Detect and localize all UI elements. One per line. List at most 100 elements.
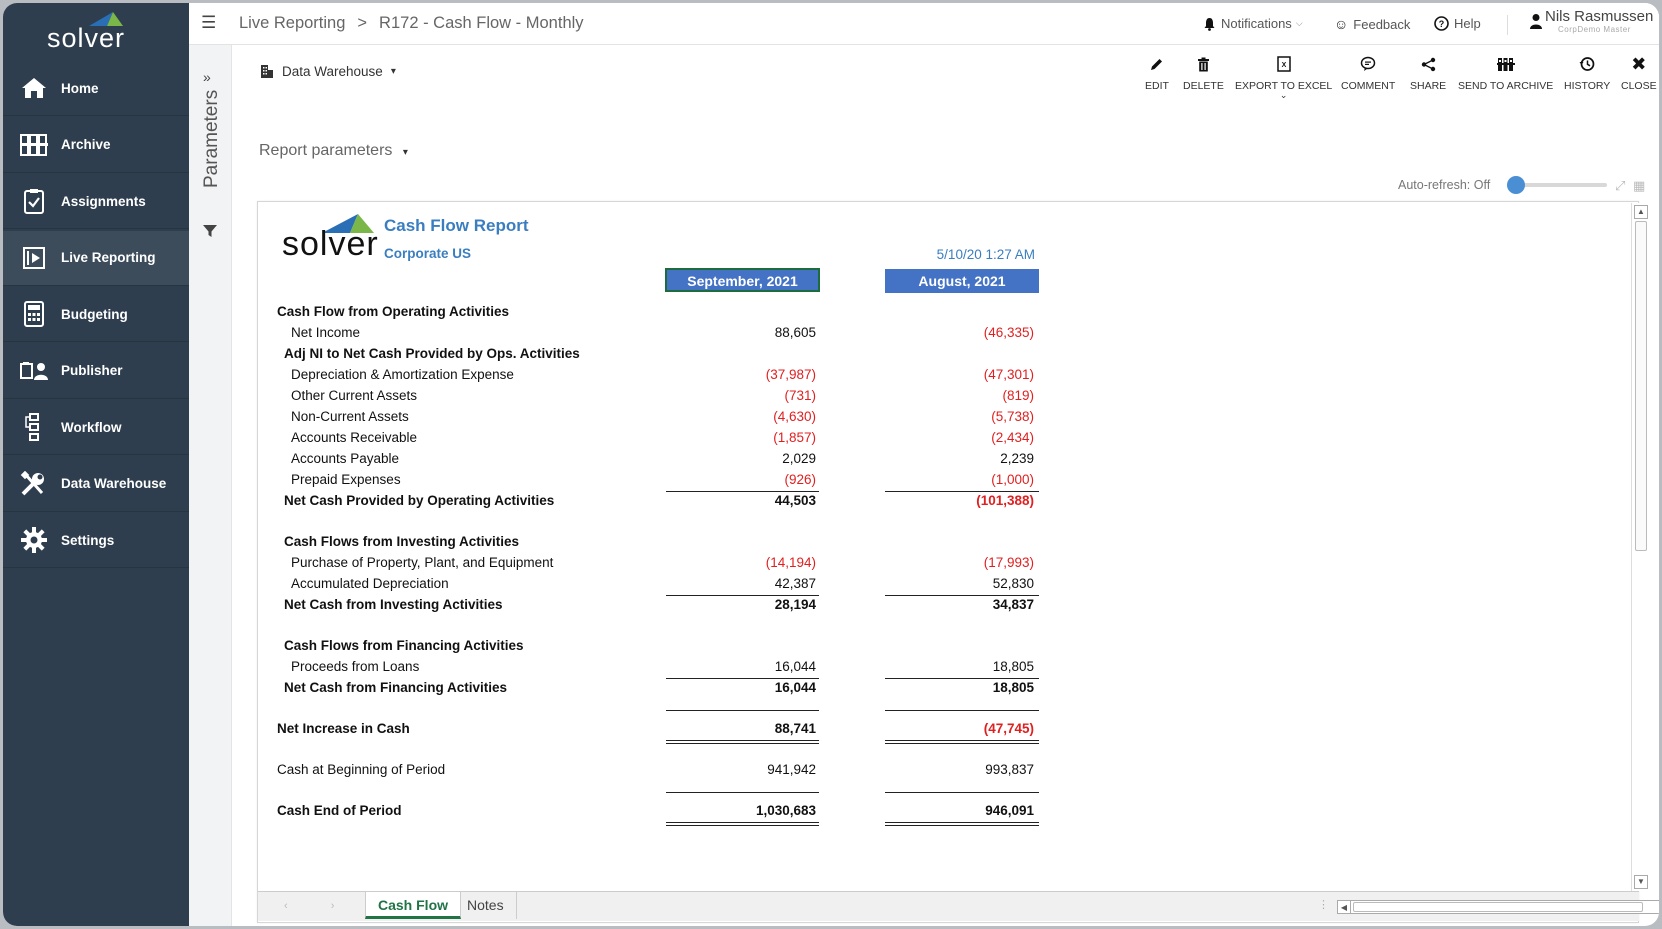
row-label[interactable]: Prepaid Expenses [291,472,401,487]
filter-icon[interactable] [202,223,218,239]
scroll-left-icon[interactable]: ◀ [1337,900,1351,914]
scroll-thumb[interactable] [1353,902,1643,912]
row-label[interactable]: Cash Flows from Investing Activities [284,534,520,549]
value-cell[interactable]: (37,987) [765,367,816,382]
row-label[interactable]: Cash Flow from Operating Activities [277,304,510,319]
value-cell[interactable]: (46,335) [983,325,1034,340]
row-label[interactable]: Net Cash from Investing Activities [284,597,503,612]
sidebar-item-publisher[interactable]: Publisher [3,344,189,399]
value-cell[interactable]: (47,745) [983,721,1034,736]
column-header-august[interactable]: August, 2021 [885,269,1039,293]
row-label[interactable]: Net Cash from Financing Activities [284,680,508,695]
horizontal-scrollbar[interactable]: ◀ ▶ [1337,900,1659,914]
comment-button[interactable]: COMMENT [1341,53,1395,92]
notifications-button[interactable]: Notifications ⌵ [1203,16,1303,31]
row-label[interactable]: Net Increase in Cash [277,721,410,736]
value-cell[interactable]: 993,837 [985,762,1034,777]
value-cell[interactable]: (926) [784,472,816,487]
scroll-up-icon[interactable]: ▲ [1634,205,1648,219]
value-cell[interactable]: 18,805 [992,659,1034,674]
value-cell[interactable]: 941,942 [767,762,816,777]
row-label[interactable]: Accounts Payable [291,451,400,466]
sheet-tab-cash-flow[interactable]: Cash Flow [365,892,462,919]
sidebar-item-data-warehouse[interactable]: Data Warehouse [3,457,189,512]
sidebar-item-home[interactable]: Home [3,61,189,116]
breadcrumb-root[interactable]: Live Reporting [239,14,346,32]
scroll-down-icon[interactable]: ▼ [1634,875,1648,889]
sheet-nav-arrows[interactable]: ‹ › [284,900,355,912]
value-cell[interactable]: (819) [1002,388,1034,403]
history-button[interactable]: HISTORY [1564,53,1610,92]
sidebar-item-workflow[interactable]: Workflow [3,400,189,455]
data-source-dropdown[interactable]: Data Warehouse ▾ [260,64,396,79]
value-cell[interactable]: 28,194 [774,597,816,612]
toggle-knob[interactable] [1507,176,1525,194]
value-cell[interactable]: (14,194) [765,555,816,570]
value-cell[interactable]: (5,738) [991,409,1034,424]
value-cell[interactable]: 1,030,683 [755,803,816,818]
value-cell[interactable]: 88,605 [774,325,816,340]
splitter-handle[interactable]: ⋮ [1318,899,1329,911]
vertical-scrollbar[interactable]: ▲ ▼ [1631,203,1649,891]
export-to-excel-button[interactable]: X EXPORT TO EXCEL ⌄ [1235,53,1332,101]
sidebar-item-live-reporting[interactable]: Live Reporting [3,230,189,286]
row-label[interactable]: Non-Current Assets [291,409,409,424]
share-button[interactable]: SHARE [1410,53,1446,92]
delete-button[interactable]: DELETE [1183,53,1224,92]
value-cell[interactable]: 2,029 [782,451,816,466]
row-label[interactable]: Accumulated Depreciation [291,576,449,591]
row-label[interactable]: Accounts Receivable [291,430,418,445]
edit-button[interactable]: EDIT [1145,53,1169,92]
sidebar-item-archive[interactable]: Archive [3,118,189,173]
expand-icon[interactable]: ⤢ [1615,178,1626,193]
value-cell[interactable]: (731) [784,388,816,403]
row-label[interactable]: Proceeds from Loans [291,659,420,674]
value-cell[interactable]: 2,239 [1000,451,1034,466]
row-label[interactable]: Purchase of Property, Plant, and Equipme… [291,555,554,570]
row-label[interactable]: Cash at Beginning of Period [277,762,446,777]
chevron-down-icon[interactable]: ⌄ [1279,90,1288,100]
report-parameters-toggle[interactable]: Report parameters ▾ [259,142,408,160]
grid-icon[interactable]: ▦ [1633,178,1646,193]
value-cell[interactable]: (1,000) [991,472,1034,487]
value-cell[interactable]: (101,388) [976,493,1034,508]
row-label[interactable]: Depreciation & Amortization Expense [291,367,514,382]
value-cell[interactable]: 52,830 [992,576,1034,591]
close-button[interactable]: ✖ CLOSE [1621,53,1657,93]
value-cell[interactable]: 18,805 [992,680,1034,695]
solver-logo[interactable]: solver [3,3,189,61]
value-cell[interactable]: 34,837 [992,597,1034,612]
sheet-tab-notes[interactable]: Notes [455,892,517,919]
column-header-september[interactable]: September, 2021 [665,268,820,292]
value-cell[interactable]: (2,434) [991,430,1034,445]
value-cell[interactable]: (4,630) [773,409,816,424]
value-cell[interactable]: 88,741 [774,721,816,736]
sidebar-item-assignments[interactable]: Assignments [3,174,189,229]
scroll-thumb[interactable] [1635,221,1647,551]
parameters-label[interactable]: Parameters [201,89,222,188]
send-to-archive-button[interactable]: SEND TO ARCHIVE [1458,53,1553,92]
value-cell[interactable]: (17,993) [983,555,1034,570]
expand-chevron-icon[interactable]: » [203,69,211,85]
value-cell[interactable]: 16,044 [774,659,816,674]
parameters-panel[interactable]: » Parameters [189,45,232,926]
row-label[interactable]: Net Income [291,325,361,340]
value-cell[interactable]: 42,387 [774,576,816,591]
row-label[interactable]: Adj NI to Net Cash Provided by Ops. Acti… [284,346,580,361]
menu-icon[interactable]: ☰ [201,13,217,32]
row-label[interactable]: Cash End of Period [277,803,402,818]
sidebar-item-settings[interactable]: Settings [3,513,189,568]
row-label[interactable]: Cash Flows from Financing Activities [284,638,524,653]
help-button[interactable]: ? Help [1434,16,1481,31]
value-cell[interactable]: (47,301) [983,367,1034,382]
sidebar-item-budgeting[interactable]: Budgeting [3,287,189,342]
row-label[interactable]: Other Current Assets [291,388,418,403]
row-label[interactable]: Net Cash Provided by Operating Activitie… [284,493,555,508]
value-cell[interactable]: 16,044 [774,680,816,695]
value-cell[interactable]: (1,857) [773,430,816,445]
auto-refresh-toggle[interactable] [1507,176,1607,194]
feedback-button[interactable]: ☺ Feedback [1334,16,1410,32]
user-menu[interactable]: Nils Rasmussen CorpDemo Master [1529,8,1653,34]
value-cell[interactable]: 946,091 [985,803,1034,818]
value-cell[interactable]: 44,503 [774,493,816,508]
